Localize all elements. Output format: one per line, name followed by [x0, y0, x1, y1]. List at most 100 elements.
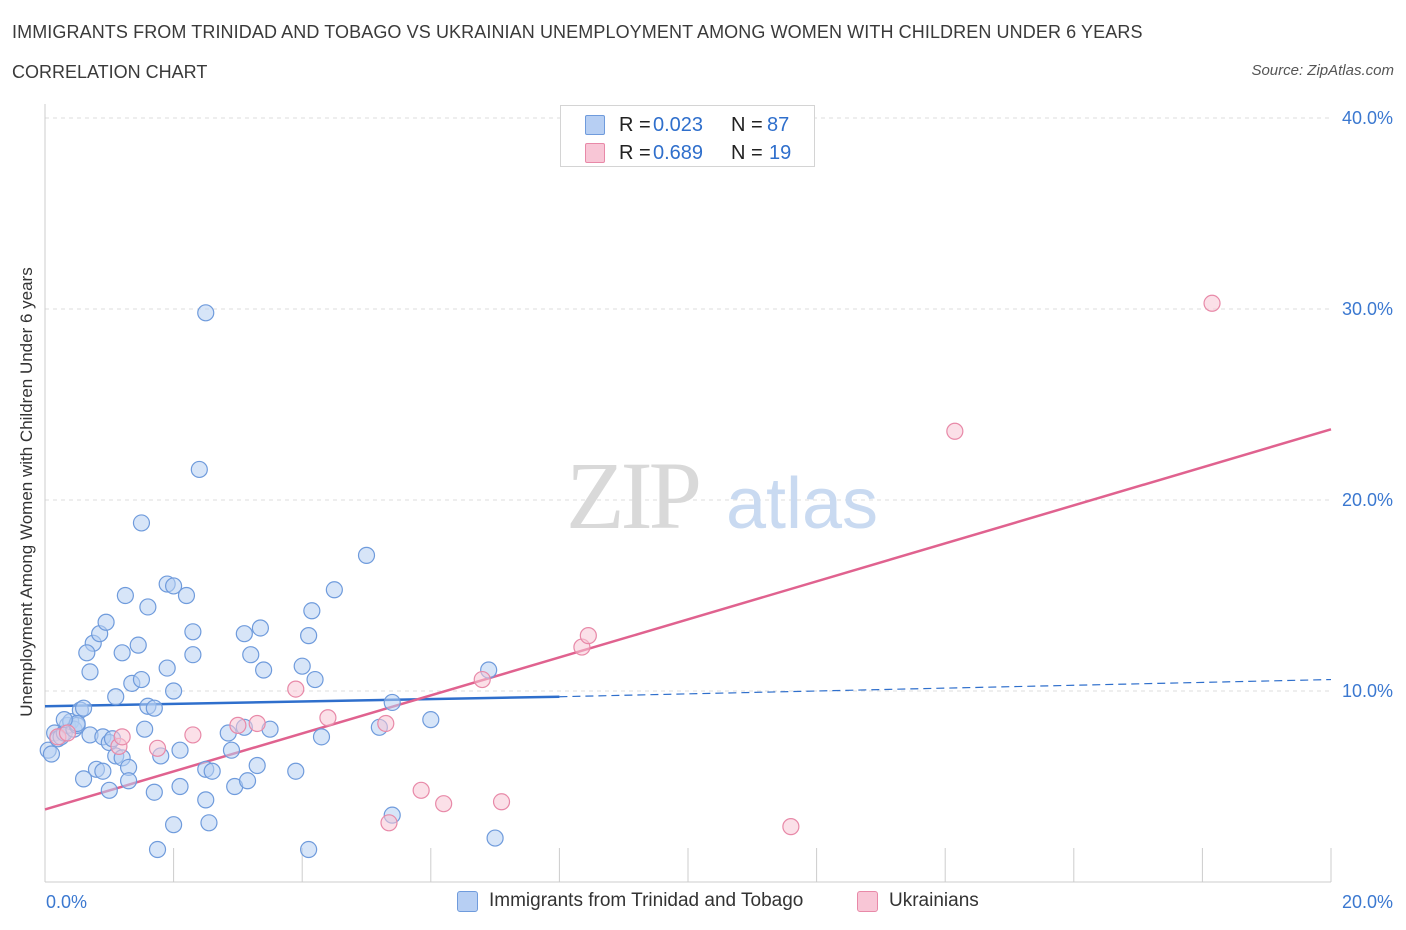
- data-point-ukrainian: [287, 680, 305, 698]
- data-point-ukrainian: [113, 728, 131, 746]
- data-point-trinidad: [300, 840, 318, 859]
- bottom-legend-swatch-blue: [457, 891, 478, 912]
- data-point-trinidad: [312, 728, 331, 746]
- data-point-trinidad: [357, 546, 376, 564]
- data-point-trinidad: [235, 625, 253, 643]
- legend-n-value: 87: [767, 114, 790, 136]
- bottom-legend-label-trinidad: Immigrants from Trinidad and Tobago: [489, 890, 804, 911]
- legend-n-label: N =: [731, 142, 763, 164]
- data-point-trinidad: [203, 762, 221, 780]
- legend-r-label: R =: [619, 114, 651, 136]
- legend-r-value: 0.023: [653, 114, 704, 136]
- data-point-trinidad: [251, 619, 270, 637]
- data-point-trinidad: [325, 581, 343, 599]
- legend-r-label: R =: [619, 142, 651, 164]
- data-point-trinidad: [42, 745, 61, 763]
- data-point-trinidad: [197, 304, 215, 322]
- data-point-trinidad: [139, 598, 157, 616]
- chart-subtitle: CORRELATION CHART: [12, 62, 208, 82]
- grid-lines: [45, 117, 1331, 692]
- data-point-trinidad: [190, 460, 208, 479]
- data-point-trinidad: [200, 814, 218, 832]
- data-point-ukrainian: [184, 726, 202, 744]
- trend-line-trinidad: [44, 695, 560, 708]
- source-credit: Source: ZipAtlas.com: [1251, 62, 1394, 79]
- data-point-trinidad: [136, 720, 154, 738]
- data-point-trinidad: [306, 670, 324, 689]
- tick-labels: 10.0% 20.0% 30.0% 40.0% 0.0% 20.0%: [46, 108, 1393, 912]
- data-point-trinidad: [255, 661, 273, 679]
- data-point-trinidad: [293, 657, 311, 675]
- watermark-atlas: atlas: [726, 464, 878, 544]
- series-ukrainian-points: [49, 294, 1221, 836]
- data-point-ukrainian: [412, 781, 430, 799]
- legend-swatch-blue: [585, 115, 605, 135]
- data-point-trinidad: [486, 829, 504, 847]
- data-point-trinidad: [74, 770, 93, 788]
- data-point-trinidad: [158, 659, 176, 677]
- data-point-ukrainian: [377, 714, 395, 733]
- watermark-zip: ZIP: [566, 442, 699, 549]
- data-point-trinidad: [145, 783, 163, 801]
- data-point-trinidad: [287, 762, 305, 780]
- data-point-trinidad: [148, 840, 167, 859]
- data-point-trinidad: [184, 646, 202, 664]
- data-point-trinidad: [165, 577, 183, 595]
- y-tick-label: 40.0%: [1342, 108, 1393, 128]
- data-point-ukrainian: [58, 724, 77, 742]
- data-point-trinidad: [74, 699, 93, 717]
- data-point-trinidad: [248, 756, 266, 775]
- data-point-trinidad: [165, 682, 183, 700]
- data-point-trinidad: [116, 586, 134, 605]
- data-point-ukrainian: [492, 793, 511, 811]
- data-point-trinidad: [300, 627, 318, 645]
- data-point-trinidad: [171, 741, 189, 759]
- data-point-ukrainian: [435, 795, 453, 813]
- data-point-trinidad: [222, 741, 241, 759]
- data-point-trinidad: [78, 644, 96, 662]
- data-point-ukrainian: [946, 422, 964, 440]
- data-point-trinidad: [171, 777, 189, 796]
- correlation-legend: R = 0.023 N = 87 R = 0.689 N = 19: [560, 105, 815, 167]
- axes: [44, 104, 1332, 883]
- data-point-trinidad: [242, 646, 260, 664]
- bottom-legend-label-ukrainian: Ukrainians: [889, 890, 979, 911]
- data-point-ukrainian: [248, 714, 266, 733]
- y-tick-label: 30.0%: [1342, 299, 1393, 319]
- data-point-ukrainian: [380, 814, 398, 832]
- data-point-trinidad: [129, 636, 147, 654]
- data-point-trinidad: [94, 762, 112, 780]
- data-point-ukrainian: [319, 709, 337, 727]
- legend-n-value: 19: [769, 142, 792, 164]
- data-point-trinidad: [100, 781, 118, 799]
- data-point-trinidad: [145, 699, 163, 717]
- data-point-ukrainian: [473, 670, 491, 689]
- data-point-ukrainian: [782, 818, 800, 836]
- data-point-ukrainian: [148, 739, 167, 757]
- legend-r-value: 0.689: [653, 142, 704, 164]
- data-point-trinidad: [177, 586, 196, 605]
- x-tick-label: 0.0%: [46, 892, 87, 912]
- trend-lines: [44, 428, 1332, 811]
- data-point-trinidad: [107, 688, 125, 706]
- data-point-trinidad: [132, 670, 151, 689]
- data-point-trinidad: [97, 613, 115, 631]
- data-point-trinidad: [165, 816, 183, 834]
- y-tick-label: 20.0%: [1342, 490, 1393, 510]
- data-point-trinidad: [184, 623, 202, 641]
- trend-line-trinidad-extension: [559, 678, 1332, 698]
- data-point-trinidad: [119, 772, 138, 790]
- legend-swatch-pink: [585, 143, 605, 163]
- chart-title: IMMIGRANTS FROM TRINIDAD AND TOBAGO VS U…: [12, 22, 1143, 42]
- data-point-ukrainian: [229, 716, 247, 734]
- y-tick-label: 10.0%: [1342, 681, 1393, 701]
- data-point-trinidad: [383, 693, 401, 712]
- data-point-trinidad: [197, 791, 215, 809]
- watermark: ZIP atlas: [566, 442, 878, 549]
- data-point-trinidad: [81, 663, 99, 681]
- data-point-trinidad: [422, 711, 440, 729]
- data-point-ukrainian: [1203, 294, 1221, 312]
- series-trinidad-points: [39, 304, 504, 859]
- data-point-ukrainian: [579, 627, 597, 645]
